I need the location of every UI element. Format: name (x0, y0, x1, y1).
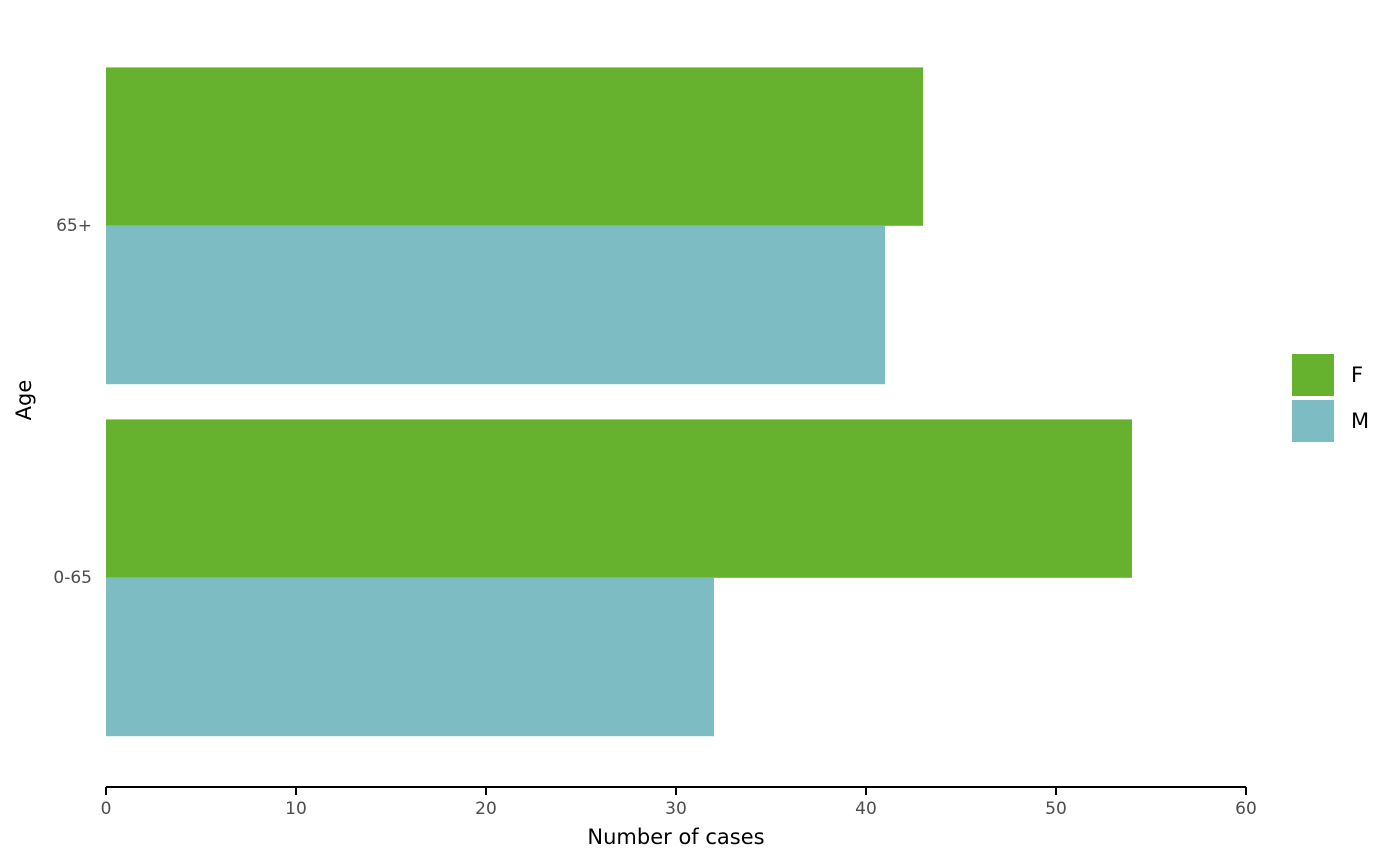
x-axis-title: Number of cases (587, 825, 764, 849)
x-tick-label: 20 (475, 799, 497, 819)
legend-swatch (1292, 354, 1334, 396)
bar (106, 67, 923, 226)
y-tick-label: 65+ (56, 216, 92, 236)
y-axis-title: Age (12, 380, 36, 421)
bar (106, 419, 1132, 578)
bar (106, 225, 885, 385)
x-tick-label: 0 (101, 799, 112, 819)
legend-swatch (1292, 400, 1334, 442)
bar (106, 577, 714, 737)
x-tick-label: 40 (855, 799, 877, 819)
x-tick-label: 10 (285, 799, 307, 819)
y-tick-label: 0-65 (53, 568, 92, 588)
x-tick-label: 60 (1235, 799, 1257, 819)
legend-label: M (1351, 409, 1369, 433)
x-tick-label: 50 (1045, 799, 1067, 819)
legend-label: F (1351, 363, 1363, 387)
x-tick-label: 30 (665, 799, 687, 819)
